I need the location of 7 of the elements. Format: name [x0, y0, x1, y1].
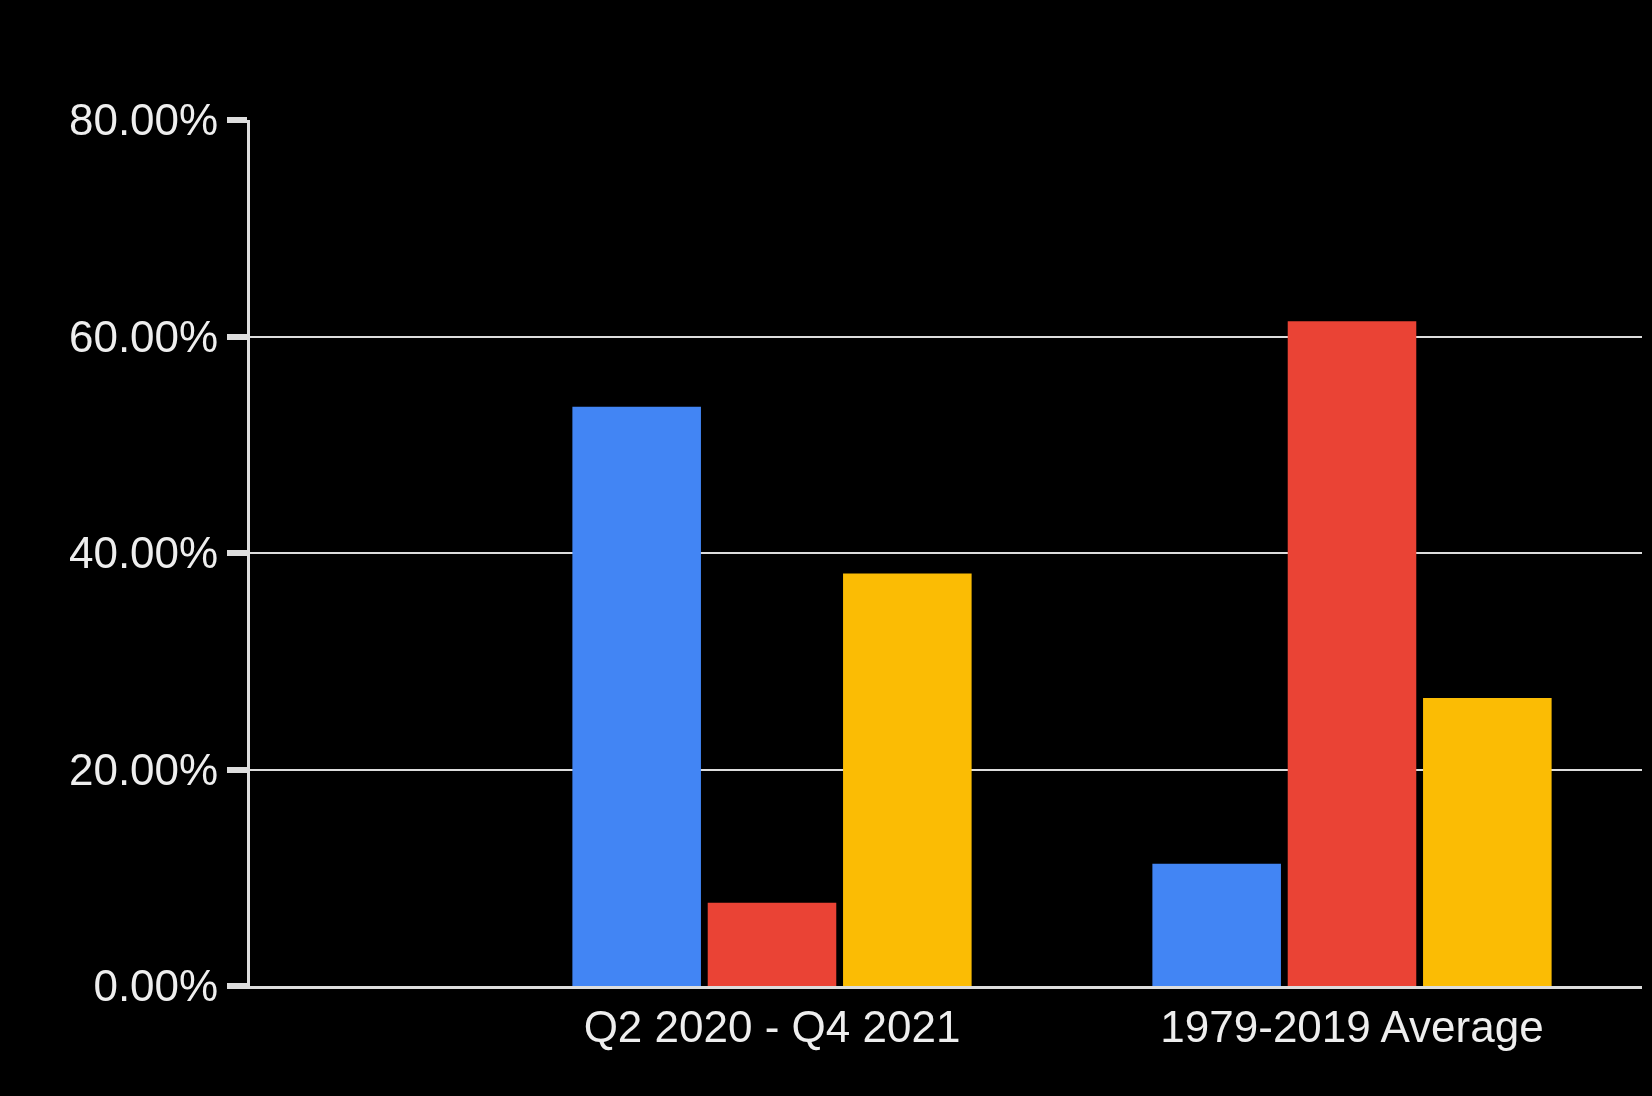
- x-tick-label: 1979-2019 Average: [1160, 1001, 1544, 1051]
- y-tick-label: 20.00%: [68, 744, 219, 794]
- y-tick-label: 40.00%: [68, 528, 219, 578]
- y-tick-label: 60.00%: [68, 311, 219, 361]
- x-tick-label: Q2 2020 - Q4 2021: [583, 1001, 961, 1051]
- y-tick-label: 80.00%: [68, 95, 219, 145]
- y-tick-label: 0.00%: [93, 961, 219, 1011]
